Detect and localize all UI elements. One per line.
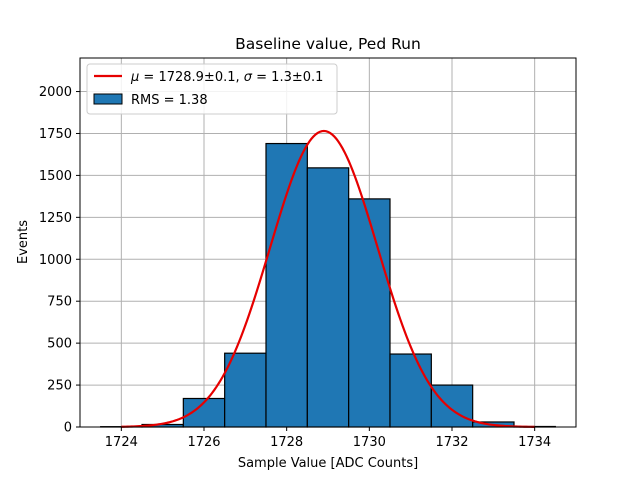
x-tick-label: 1724 — [105, 435, 138, 450]
y-tick-label: 1750 — [39, 127, 72, 142]
legend-mu-value: = 1728.9±0.1, — [139, 70, 243, 85]
plot-frame — [79, 57, 577, 428]
x-tick-label: 1728 — [270, 435, 303, 450]
x-tick-label: 1734 — [518, 435, 551, 450]
legend-sigma-symbol: σ — [244, 70, 253, 85]
histogram-bar — [224, 352, 267, 428]
gaussian-fit-line — [121, 129, 535, 428]
histogram-bar — [389, 353, 432, 428]
legend-rms-label: RMS = 1.38 — [131, 93, 208, 108]
legend-sigma-value: = 1.3±0.1 — [252, 70, 323, 85]
legend-mu-symbol: μ — [130, 70, 139, 85]
histogram-bar — [348, 198, 391, 428]
y-axis-ticks: 0 250 500 750 1000 1250 1500 1750 2000 — [39, 85, 80, 436]
histogram-bar — [265, 142, 308, 428]
x-axis-label: Sample Value [ADC Counts] — [238, 456, 418, 471]
histogram-bar — [430, 384, 474, 428]
x-tick-label: 1730 — [353, 435, 386, 450]
legend-box — [86, 63, 338, 115]
legend-fit-label: μ = 1728.9±0.1, σ = 1.3±0.1 — [130, 70, 323, 85]
legend-histogram-swatch — [93, 93, 123, 105]
legend: μ = 1728.9±0.1, σ = 1.3±0.1 RMS = 1.38 — [86, 63, 338, 115]
y-tick-label: 1500 — [39, 169, 72, 184]
y-axis-label: Events — [16, 220, 31, 264]
y-tick-label: 500 — [47, 337, 72, 352]
y-tick-label: 0 — [64, 421, 72, 436]
x-tick-label: 1726 — [187, 435, 220, 450]
x-axis-ticks: 1724 1726 1728 1730 1732 1734 — [105, 427, 551, 450]
chart-title: Baseline value, Ped Run — [235, 35, 421, 53]
y-tick-label: 250 — [47, 379, 72, 394]
y-tick-label: 1250 — [39, 211, 72, 226]
y-tick-label: 1000 — [39, 253, 72, 268]
histogram-bar — [306, 167, 350, 428]
y-tick-label: 750 — [47, 295, 72, 310]
y-tick-label: 2000 — [39, 85, 72, 100]
histogram-bars — [100, 142, 556, 428]
x-tick-label: 1732 — [435, 435, 468, 450]
